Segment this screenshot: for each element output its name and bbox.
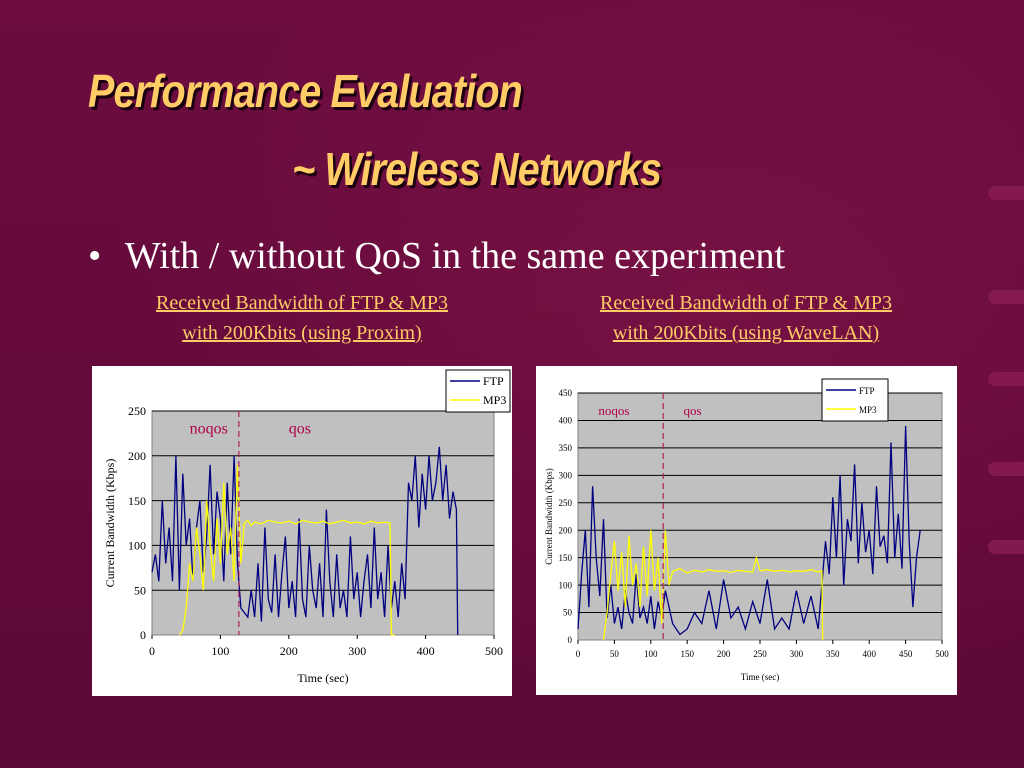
x-tick-label: 400 bbox=[417, 644, 435, 658]
x-tick-label: 50 bbox=[610, 649, 620, 659]
y-tick-label: 250 bbox=[559, 498, 573, 508]
y-axis-label: Current Bandwidth (Kbps) bbox=[544, 468, 554, 565]
y-tick-label: 300 bbox=[559, 470, 573, 480]
series-line-mp3 bbox=[602, 530, 824, 641]
x-tick-label: 0 bbox=[149, 644, 155, 658]
x-tick-label: 500 bbox=[485, 644, 503, 658]
legend-label-mp3: MP3 bbox=[859, 405, 877, 415]
y-tick-label: 100 bbox=[128, 539, 146, 553]
left-chart-caption: Received Bandwidth of FTP & MP3 with 200… bbox=[92, 288, 512, 348]
slide-title-line1: Performance Evaluation bbox=[88, 65, 523, 117]
y-tick-label: 400 bbox=[559, 416, 573, 426]
y-tick-label: 200 bbox=[559, 525, 573, 535]
series-line-ftp bbox=[151, 446, 459, 636]
right-caption-line2: with 200Kbits (using WaveLAN) bbox=[612, 322, 880, 344]
legend-label-ftp: FTP bbox=[483, 374, 504, 388]
y-tick-label: 250 bbox=[128, 404, 146, 418]
left-caption-line2: with 200Kbits (using Proxim) bbox=[182, 322, 422, 344]
right-chart-caption: Received Bandwidth of FTP & MP3 with 200… bbox=[536, 288, 956, 348]
slide-title-line2: ~ Wireless Networks bbox=[292, 143, 662, 195]
y-tick-label: 50 bbox=[563, 608, 573, 618]
x-tick-label: 100 bbox=[211, 644, 229, 658]
y-tick-label: 450 bbox=[559, 388, 573, 398]
right-chart-svg: 0 50 100 150 200 250 300 350 400 450 0 50 100 150 200 2… bbox=[544, 378, 949, 682]
x-tick-label: 450 bbox=[899, 649, 913, 659]
x-axis-label: Time (sec) bbox=[741, 672, 779, 682]
annotation-noqos: noqos bbox=[598, 403, 629, 418]
right-chart-panel: 0 50 100 150 200 250 300 350 400 450 0 50 100 150 200 2… bbox=[536, 366, 957, 695]
left-caption-line1: Received Bandwidth of FTP & MP3 bbox=[155, 292, 449, 314]
bullet-mark: • bbox=[88, 235, 102, 277]
decorative-stripe-3 bbox=[988, 372, 1024, 386]
y-tick-label: 0 bbox=[568, 635, 573, 645]
x-tick-label: 400 bbox=[862, 649, 876, 659]
bullet-point: • With / without QoS in the same experim… bbox=[88, 234, 785, 278]
legend-label-ftp: FTP bbox=[859, 386, 875, 396]
x-tick-label: 350 bbox=[826, 649, 840, 659]
annotation-noqos: noqos bbox=[190, 420, 228, 437]
annotation-qos: qos bbox=[289, 420, 311, 437]
x-tick-label: 300 bbox=[348, 644, 366, 658]
y-tick-label: 350 bbox=[559, 443, 573, 453]
y-tick-label: 100 bbox=[559, 580, 573, 590]
x-tick-label: 100 bbox=[644, 649, 658, 659]
right-caption-line1: Received Bandwidth of FTP & MP3 bbox=[599, 292, 893, 314]
left-chart-panel: 0 50 100 150 200 250 0 100 200 300 400 500 Time (sec… bbox=[92, 366, 512, 696]
y-axis-label: Current Bandwidth (Kbps) bbox=[103, 459, 117, 588]
x-tick-label: 300 bbox=[790, 649, 804, 659]
x-tick-label: 250 bbox=[753, 649, 767, 659]
bullet-text: With / without QoS in the same experimen… bbox=[124, 235, 786, 277]
series-line-ftp bbox=[577, 425, 921, 636]
plot-area bbox=[577, 392, 943, 641]
decorative-stripe-2 bbox=[988, 290, 1024, 304]
y-tick-label: 0 bbox=[140, 628, 146, 642]
x-tick-label: 500 bbox=[935, 649, 949, 659]
x-tick-label: 200 bbox=[280, 644, 298, 658]
decorative-stripe-5 bbox=[988, 540, 1024, 554]
y-tick-label: 150 bbox=[559, 553, 573, 563]
legend-box bbox=[821, 378, 889, 422]
x-tick-label: 150 bbox=[680, 649, 694, 659]
series-line-mp3 bbox=[178, 464, 395, 636]
left-chart-svg: 0 50 100 150 200 250 0 100 200 300 400 500 Time (sec… bbox=[103, 369, 511, 685]
x-tick-label: 0 bbox=[576, 649, 581, 659]
decorative-stripe-1 bbox=[988, 186, 1024, 200]
x-axis-label: Time (sec) bbox=[297, 671, 348, 685]
y-tick-label: 50 bbox=[134, 583, 146, 597]
y-tick-label: 150 bbox=[128, 494, 146, 508]
legend-label-mp3: MP3 bbox=[483, 393, 506, 407]
legend-box bbox=[445, 369, 511, 413]
x-tick-label: 200 bbox=[717, 649, 731, 659]
decorative-stripe-4 bbox=[988, 462, 1024, 476]
y-tick-label: 200 bbox=[128, 449, 146, 463]
annotation-qos: qos bbox=[684, 403, 702, 418]
